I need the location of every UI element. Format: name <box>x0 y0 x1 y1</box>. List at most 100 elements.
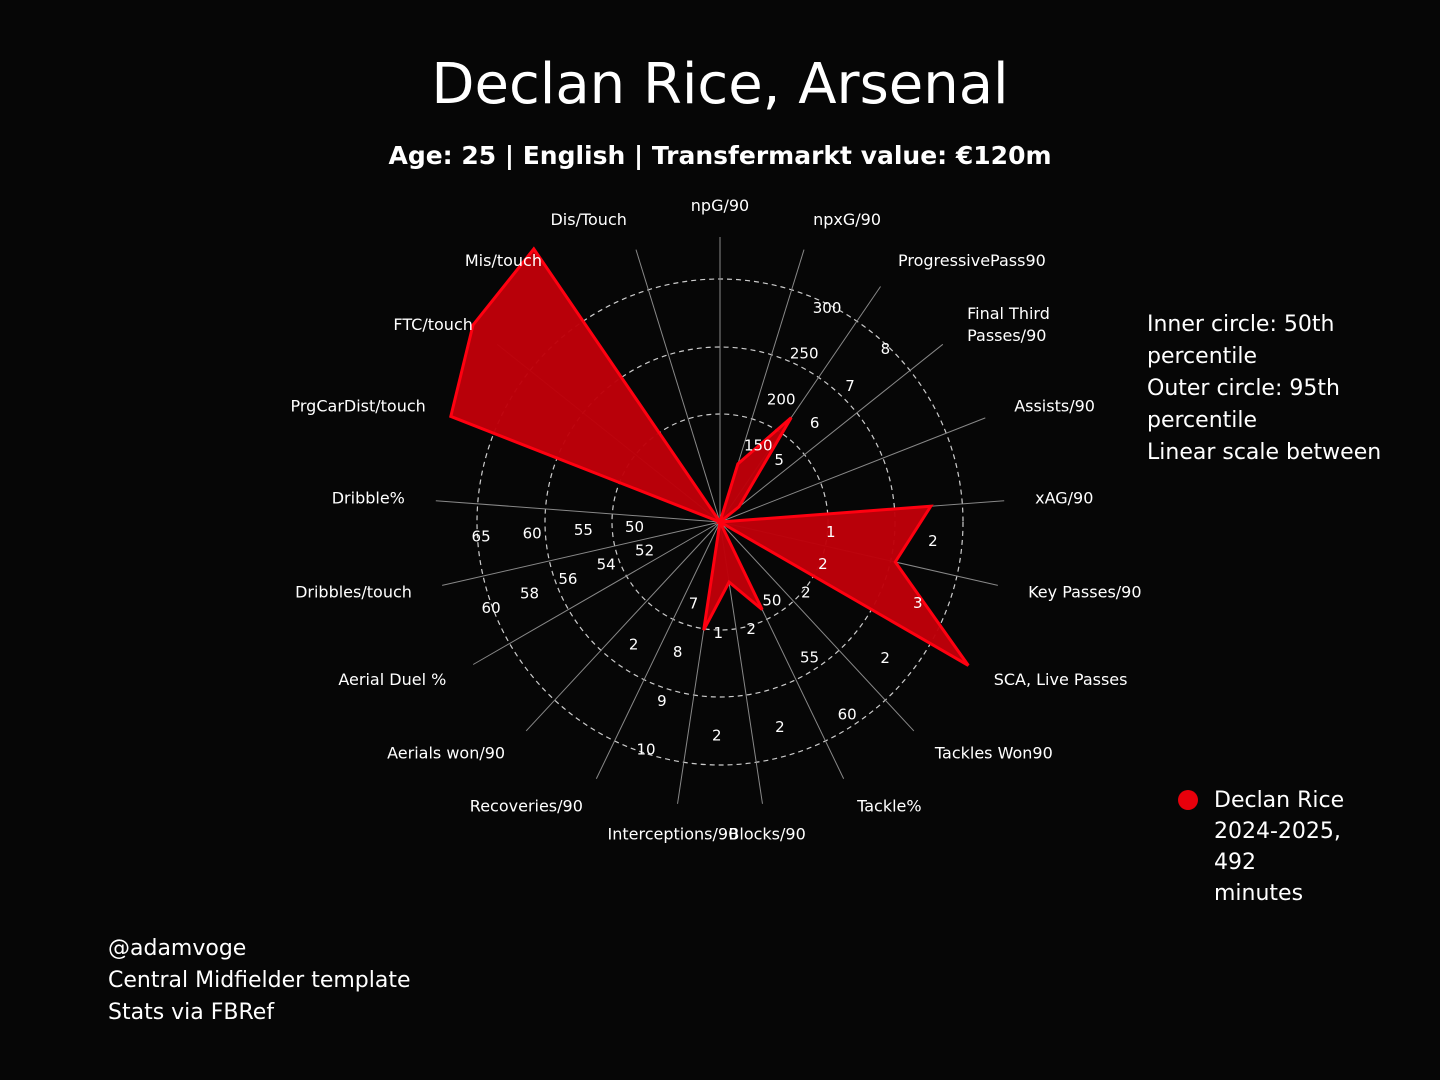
credit-author: @adamvoge <box>108 936 247 961</box>
tick-label: 3 <box>913 594 923 612</box>
axis-spoke <box>719 343 944 523</box>
tick-label: 9 <box>657 692 667 710</box>
tick-label: 1 <box>826 523 836 541</box>
tick-label: 50 <box>625 518 644 536</box>
axis-label-line: Aerials won/90 <box>387 744 505 763</box>
axis-label-line: Dribbles/touch <box>295 582 412 601</box>
credit-template: Central Midfielder template <box>108 968 411 993</box>
tick-label: 2 <box>712 727 722 745</box>
axis-label: Aerial Duel % <box>338 670 446 689</box>
tick-label: 50 <box>762 592 781 610</box>
tick-label: 60 <box>482 599 501 617</box>
tick-label: 250 <box>790 345 819 363</box>
axis-label-line: SCA, Live Passes <box>994 670 1128 689</box>
axis-label-line: Aerial Duel % <box>338 670 446 689</box>
axis-label: Key Passes/90 <box>1028 582 1141 601</box>
tick-label: 60 <box>838 706 857 724</box>
tick-label: 300 <box>813 299 842 317</box>
tick-label: 5 <box>774 451 784 469</box>
credits: @adamvoge Central Midfielder template St… <box>108 933 411 1029</box>
axis-label: npG/90 <box>691 196 749 215</box>
axis-label-line: Dis/Touch <box>550 210 626 229</box>
tick-label: 2 <box>746 620 756 638</box>
axis-label-line: Blocks/90 <box>728 825 805 844</box>
legend-line: minutes <box>1214 881 1304 906</box>
axis-label: Tackles Won90 <box>934 744 1053 763</box>
axis-label: Tackle% <box>856 797 921 816</box>
tick-label: 200 <box>767 391 796 409</box>
axis-label: Assists/90 <box>1014 397 1095 416</box>
axis-spoke <box>525 521 721 732</box>
axis-label-line: Passes/90 <box>967 326 1046 345</box>
axis-label-line: Dribble% <box>332 488 405 507</box>
legend-swatch <box>1178 790 1198 810</box>
tick-label: 7 <box>689 594 699 612</box>
axis-label-line: PrgCarDist/touch <box>291 397 426 416</box>
axis-label: Blocks/90 <box>728 825 805 844</box>
axis-spoke <box>472 521 721 665</box>
credit-source: Stats via FBRef <box>108 1000 275 1025</box>
axis-label-line: ProgressivePass90 <box>898 251 1046 270</box>
data-area <box>449 246 970 667</box>
axis-label-line: Recoveries/90 <box>470 797 583 816</box>
tick-label: 60 <box>523 524 542 542</box>
tick-label: 8 <box>881 340 891 358</box>
axis-label-line: Key Passes/90 <box>1028 582 1141 601</box>
axis-spoke <box>719 417 986 523</box>
tick-label: 2 <box>801 584 811 602</box>
tick-label: 2 <box>818 555 828 573</box>
tick-label: 58 <box>520 585 539 603</box>
tick-label: 6 <box>810 414 820 432</box>
axis-label-line: Final Third <box>967 304 1050 323</box>
axis-label-line: npxG/90 <box>813 210 881 229</box>
tick-label: 55 <box>800 649 819 667</box>
axis-label: npxG/90 <box>813 210 881 229</box>
axis-label-line: Mis/touch <box>465 251 542 270</box>
tick-label: 65 <box>472 527 491 545</box>
tick-label: 52 <box>635 541 654 559</box>
axis-label-line: Interceptions/90 <box>608 825 739 844</box>
tick-label: 2 <box>880 649 890 667</box>
axis-label: Dribbles/touch <box>295 582 412 601</box>
tick-label: 7 <box>845 377 855 395</box>
axis-label-line: Assists/90 <box>1014 397 1095 416</box>
axis-label: Interceptions/90 <box>608 825 739 844</box>
axis-label: Mis/touch <box>465 251 542 270</box>
axis-label: ProgressivePass90 <box>898 251 1046 270</box>
axis-spoke <box>635 249 721 523</box>
axis-label: Dribble% <box>332 488 405 507</box>
axis-label: Final Third Passes/90 <box>967 304 1050 345</box>
tick-label: 8 <box>673 643 683 661</box>
axis-label: xAG/90 <box>1035 488 1093 507</box>
axis-spoke <box>435 500 721 523</box>
axis-spoke <box>595 521 721 779</box>
axis-label: Recoveries/90 <box>470 797 583 816</box>
scale-note: Inner circle: 50th percentile Outer circ… <box>1147 309 1440 469</box>
chart-title: Declan Rice, Arsenal <box>431 52 1009 117</box>
scale-note-linear: Linear scale between <box>1147 440 1382 465</box>
axis-label-line: npG/90 <box>691 196 749 215</box>
axis-spoke <box>442 521 721 586</box>
legend-line: 2024-2025, <box>1214 819 1341 844</box>
tick-label: 56 <box>558 570 577 588</box>
legend-line: 492 <box>1214 850 1256 875</box>
tick-label: 1 <box>714 624 724 642</box>
tick-label: 150 <box>744 436 773 454</box>
axis-spoke <box>719 521 915 732</box>
tick-label: 55 <box>574 521 593 539</box>
legend-label: Declan Rice 2024-2025, 492 minutes <box>1214 785 1384 909</box>
tick-label: 2 <box>775 718 785 736</box>
axis-label: PrgCarDist/touch <box>291 397 426 416</box>
axis-label-line: FTC/touch <box>393 315 472 334</box>
scale-note-inner: Inner circle: 50th percentile <box>1147 312 1335 369</box>
axis-label: Aerials won/90 <box>387 744 505 763</box>
legend-line: Declan Rice <box>1214 788 1345 813</box>
axis-label: SCA, Live Passes <box>994 670 1128 689</box>
chart-subtitle: Age: 25 | English | Transfermarkt value:… <box>388 141 1052 170</box>
axis-label: FTC/touch <box>393 315 472 334</box>
axis-label: Dis/Touch <box>550 210 626 229</box>
tick-label: 2 <box>928 532 938 550</box>
tick-label: 2 <box>629 636 639 654</box>
axis-label-line: Tackles Won90 <box>934 744 1053 763</box>
